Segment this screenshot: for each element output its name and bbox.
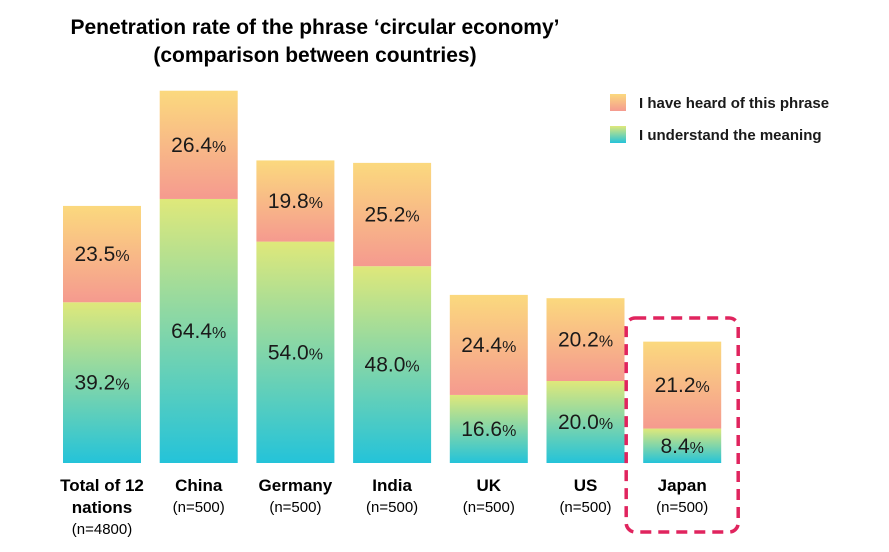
bar-understand-0 <box>63 302 141 463</box>
legend-swatch-understand <box>610 126 626 143</box>
value-label-heard-1: 26.4% <box>171 134 226 157</box>
category-sample-size-5: (n=500) <box>559 499 611 516</box>
category-label-3: India <box>372 476 412 495</box>
category-sample-size-1: (n=500) <box>173 499 225 516</box>
bar-understand-2 <box>256 241 335 463</box>
value-label-understand-0: 39.2% <box>74 372 129 395</box>
value-label-understand-5: 20.0% <box>558 411 613 434</box>
bar-understand-5 <box>546 381 625 463</box>
category-sample-size-0: (n=4800) <box>72 521 132 538</box>
legend-label-understand: I understand the meaning <box>639 127 822 144</box>
category-label-5: US <box>574 476 598 495</box>
category-label-1: China <box>175 476 223 495</box>
value-label-heard-0: 23.5% <box>74 243 129 266</box>
category-label-4: UK <box>477 476 502 495</box>
bar-heard-6 <box>643 341 722 429</box>
value-label-heard-5: 20.2% <box>558 329 613 352</box>
value-label-heard-3: 25.2% <box>365 204 420 227</box>
value-label-heard-6: 21.2% <box>655 374 710 397</box>
value-label-understand-6: 8.4% <box>660 435 703 458</box>
legend-label-heard: I have heard of this phrase <box>639 95 829 112</box>
category-label-2: Germany <box>259 476 333 495</box>
value-label-understand-4: 16.6% <box>461 418 516 441</box>
category-sample-size-3: (n=500) <box>366 499 418 516</box>
value-label-heard-2: 19.8% <box>268 190 323 213</box>
bar-heard-1 <box>159 90 238 199</box>
bar-heard-2 <box>256 160 335 242</box>
value-label-understand-3: 48.0% <box>365 354 420 377</box>
bar-understand-4 <box>449 394 528 463</box>
value-label-understand-1: 64.4% <box>171 320 226 343</box>
chart-title-line-2: (comparison between countries) <box>153 44 476 67</box>
category-label-0-line-0: Total of 12 <box>60 476 144 495</box>
bar-heard-5 <box>546 298 625 381</box>
category-label-0-line-1: nations <box>72 498 132 517</box>
legend: I have heard of this phrase I understand… <box>610 94 829 144</box>
bars-group: 39.2% 23.5% 64.4% 26.4% 54.0% 19.8% 48.0% 25.2%… <box>63 90 722 463</box>
category-sample-size-2: (n=500) <box>269 499 321 516</box>
bar-heard-0 <box>63 205 141 303</box>
chart-title-line-1: Penetration rate of the phrase ‘circular… <box>71 16 560 39</box>
bar-understand-1 <box>159 198 238 463</box>
bar-understand-3 <box>353 266 432 463</box>
bar-heard-3 <box>353 162 432 267</box>
legend-swatch-heard <box>610 94 626 111</box>
category-sample-size-4: (n=500) <box>463 499 515 516</box>
bar-heard-4 <box>449 294 528 395</box>
highlight-box-japan <box>624 316 740 534</box>
value-label-understand-2: 54.0% <box>268 341 323 364</box>
bar-understand-6 <box>643 428 722 463</box>
category-label-6: Japan <box>658 476 707 495</box>
category-sample-size-6: (n=500) <box>656 499 708 516</box>
category-labels-group: Total of 12 nations (n=4800) China (n=500) Ge… <box>60 316 740 538</box>
value-label-heard-4: 24.4% <box>461 334 516 357</box>
